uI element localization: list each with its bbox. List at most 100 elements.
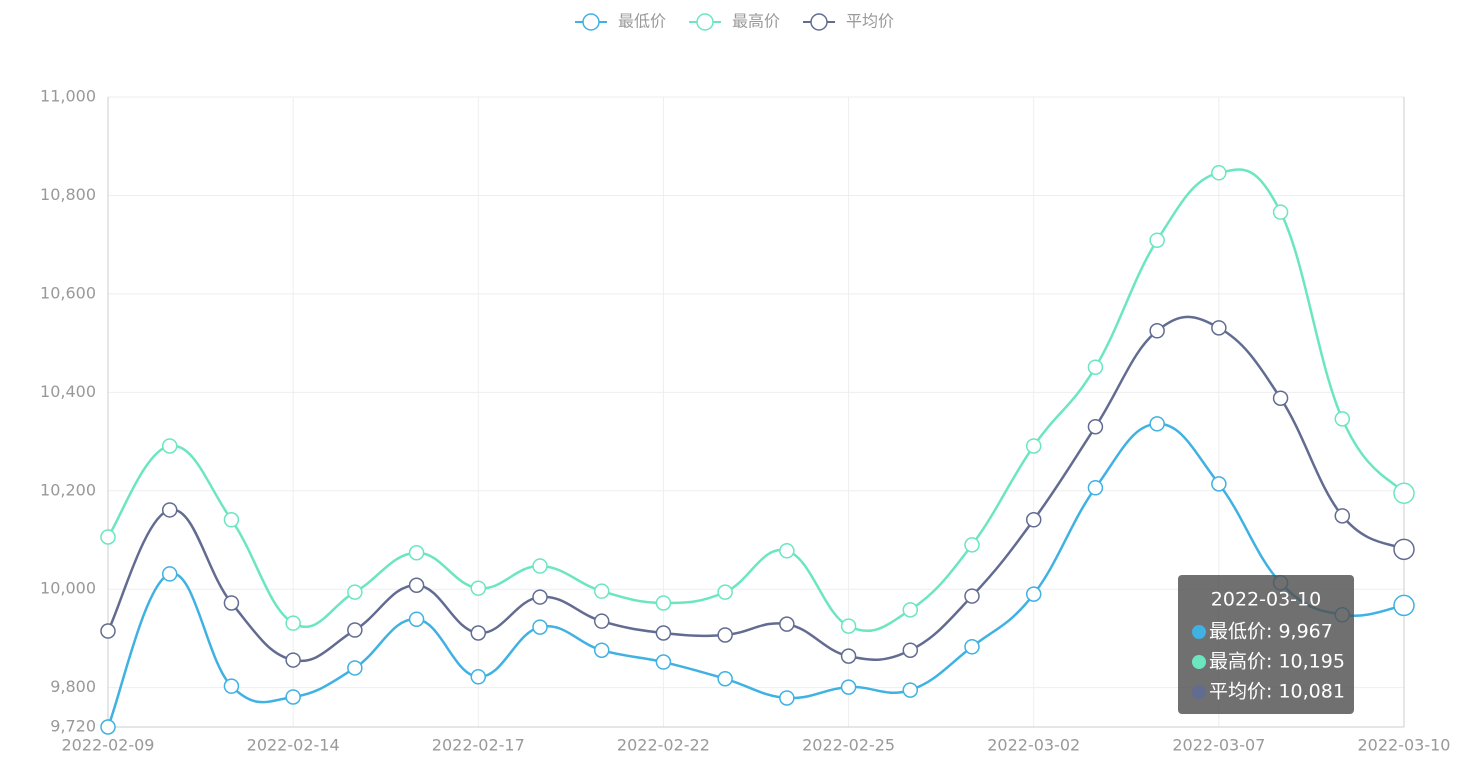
point [902, 682, 919, 698]
point [779, 543, 795, 559]
x-tick-label: 2022-02-17 [432, 736, 525, 755]
series-line [106, 168, 1405, 633]
tooltip-dot [1192, 685, 1206, 699]
point [285, 652, 301, 668]
point [161, 438, 178, 454]
tooltip: 2022-03-10 最低价: 9,967 最高价: 10,195 平均价: 10,0… [1178, 575, 1354, 714]
point [100, 529, 116, 545]
y-tick-label: 11,000 [40, 87, 96, 106]
point [1393, 594, 1415, 617]
point [161, 502, 178, 518]
point [470, 625, 487, 641]
point [223, 595, 240, 611]
point [1087, 359, 1104, 375]
x-tick-label: 2022-02-25 [802, 736, 895, 755]
point [1211, 476, 1227, 492]
y-tick-label: 9,800 [50, 677, 96, 696]
point [285, 615, 301, 631]
point [964, 588, 980, 604]
x-tick-label: 2022-02-14 [247, 736, 340, 755]
point [1334, 411, 1351, 427]
tooltip-title: 2022-03-10 [1211, 589, 1321, 611]
legend-label: 最高价 [732, 12, 780, 31]
point [1211, 165, 1227, 181]
point [902, 642, 919, 658]
tooltip-entry: 最高价: 10,195 [1209, 651, 1345, 673]
point [1087, 480, 1104, 496]
point [408, 611, 425, 627]
point [100, 719, 116, 735]
point [593, 613, 610, 629]
tooltip-dot [1192, 655, 1206, 669]
point [1334, 508, 1351, 524]
tooltip-entry: 最低价: 9,967 [1209, 621, 1333, 643]
legend-item: 最低价 [575, 12, 666, 31]
point [655, 595, 672, 611]
x-tick-label: 2022-03-02 [987, 736, 1080, 755]
point [100, 623, 116, 639]
point [1393, 482, 1415, 504]
point [347, 622, 363, 638]
point [470, 580, 487, 596]
tooltip-dot [1192, 625, 1206, 639]
legend-icon [810, 13, 828, 31]
point [840, 648, 857, 664]
y-tick-label: 10,200 [40, 480, 96, 499]
y-tick-label: 10,000 [40, 579, 96, 598]
x-tick-label: 2022-02-09 [62, 736, 155, 755]
point [1272, 204, 1289, 220]
point [1272, 390, 1289, 406]
y-tick-label: 10,400 [40, 382, 96, 401]
y-tick-label: 10,800 [40, 185, 96, 204]
point [964, 639, 980, 655]
legend-icon [582, 13, 600, 31]
point [532, 558, 548, 574]
point [840, 618, 857, 634]
x-tick-label: 2022-03-10 [1358, 736, 1451, 755]
y-tick-label: 10,600 [40, 283, 96, 302]
point [655, 654, 672, 670]
legend-item: 平均价 [803, 12, 894, 31]
point [593, 642, 610, 658]
legend-label: 平均价 [846, 12, 894, 31]
point [1393, 538, 1415, 561]
point [347, 584, 363, 600]
point [1025, 512, 1042, 528]
point [347, 660, 363, 676]
point [161, 566, 178, 582]
point [408, 545, 425, 561]
x-tick-label: 2022-03-07 [1172, 736, 1265, 755]
point [408, 577, 425, 593]
point [285, 689, 301, 705]
point [655, 625, 672, 641]
point [1149, 416, 1165, 432]
point [840, 679, 857, 695]
point [717, 627, 733, 643]
point [1149, 232, 1165, 248]
point [223, 678, 240, 694]
point [1087, 419, 1104, 435]
legend-icon [696, 13, 714, 31]
y-tick-label: 9,720 [50, 717, 96, 736]
point [532, 619, 548, 635]
point [1025, 438, 1042, 454]
legend-item: 最高价 [689, 12, 780, 31]
point [470, 669, 487, 685]
tooltip-box [1178, 575, 1354, 714]
tooltip-entry: 平均价: 10,081 [1209, 681, 1345, 703]
legend-label: 最低价 [618, 12, 666, 31]
point [1149, 323, 1165, 339]
x-tick-label: 2022-02-22 [617, 736, 710, 755]
point [223, 512, 240, 528]
point [717, 671, 733, 687]
point [717, 584, 733, 600]
point [1211, 320, 1227, 336]
point [902, 602, 919, 618]
point [1025, 586, 1042, 602]
point [779, 616, 795, 632]
point [532, 589, 548, 605]
point [964, 537, 980, 553]
point [779, 690, 795, 706]
point [593, 583, 610, 599]
